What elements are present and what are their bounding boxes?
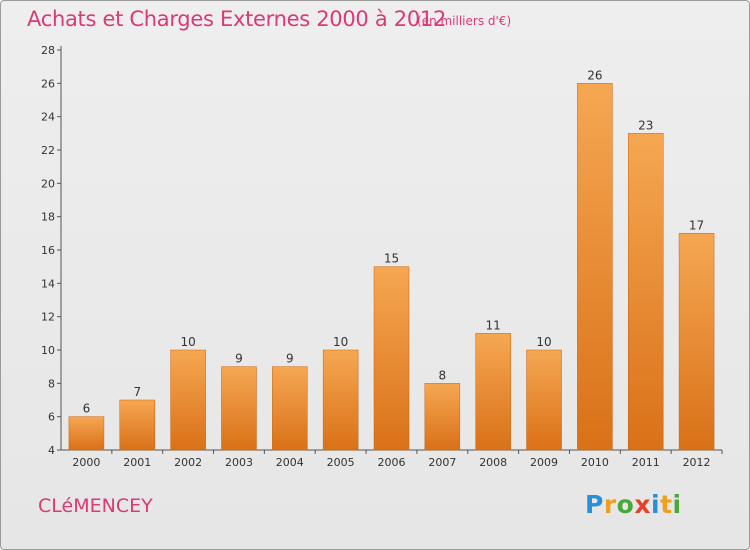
logo-letter: i [651, 490, 661, 519]
logo-letter: r [603, 490, 617, 519]
y-tick-label: 10 [41, 344, 55, 357]
bar-value-label: 8 [439, 368, 447, 382]
bar-value-label: 15 [384, 252, 399, 266]
bar-value-label: 10 [180, 335, 195, 349]
x-tick-label: 2002 [174, 456, 202, 469]
logo-letter: o [616, 490, 635, 519]
bar-2006 [373, 266, 410, 451]
y-tick-label: 20 [41, 177, 55, 190]
logo-letter: i [672, 490, 682, 519]
x-tick-label: 2000 [72, 456, 100, 469]
x-tick-label: 2006 [378, 456, 406, 469]
bar-2003 [221, 366, 257, 451]
x-tick-label: 2001 [123, 456, 151, 469]
bar-2000 [68, 416, 105, 451]
bar-value-label: 26 [587, 68, 602, 82]
x-tick-label: 2008 [479, 456, 507, 469]
bar-value-label: 9 [286, 352, 294, 366]
place-name: CLéMENCEY [38, 495, 153, 517]
chart-subtitle: (en milliers d'€) [417, 14, 512, 28]
x-tick-label: 2004 [276, 456, 304, 469]
y-tick-label: 28 [41, 44, 55, 57]
y-tick-label: 26 [41, 77, 55, 90]
x-tick-label: 2005 [327, 456, 355, 469]
y-tick-label: 12 [41, 311, 55, 324]
bar-value-label: 17 [689, 218, 704, 232]
bar-2009 [526, 349, 562, 451]
y-tick-label: 18 [41, 211, 55, 224]
bar-2011 [627, 133, 664, 451]
x-tick-label: 2010 [581, 456, 609, 469]
y-tick-label: 14 [41, 277, 55, 290]
bar-value-label: 11 [486, 318, 501, 332]
bar-2007 [424, 383, 461, 451]
bar-2012 [678, 233, 715, 451]
x-tick-label: 2012 [683, 456, 711, 469]
bar-2008 [475, 333, 511, 451]
logo-letter: P [585, 490, 604, 519]
chart-title: Achats et Charges Externes 2000 à 2012 [27, 7, 447, 31]
logo-letter: t [660, 490, 673, 519]
logo-letter: x [634, 490, 651, 519]
bar-value-label: 6 [83, 402, 91, 416]
bar-value-label: 23 [638, 118, 653, 132]
bar-value-label: 10 [536, 335, 551, 349]
y-tick-label: 22 [41, 144, 55, 157]
y-tick-label: 24 [41, 111, 55, 124]
proxiti-logo: Proxiti [585, 490, 682, 519]
x-tick-label: 2007 [428, 456, 456, 469]
y-tick-label: 8 [48, 377, 55, 390]
bar-2005 [322, 349, 359, 451]
y-tick-label: 16 [41, 244, 55, 257]
bar-2001 [119, 399, 156, 451]
x-tick-label: 2011 [632, 456, 660, 469]
y-tick-label: 6 [48, 411, 55, 424]
y-tick-label: 4 [48, 444, 55, 457]
bar-value-label: 7 [133, 385, 141, 399]
bar-2002 [170, 349, 206, 451]
x-tick-label: 2009 [530, 456, 558, 469]
bar-2004 [272, 366, 308, 451]
bar-value-label: 9 [235, 352, 243, 366]
bar-value-label: 10 [333, 335, 348, 349]
bar-2010 [577, 83, 613, 451]
x-tick-label: 2003 [225, 456, 253, 469]
